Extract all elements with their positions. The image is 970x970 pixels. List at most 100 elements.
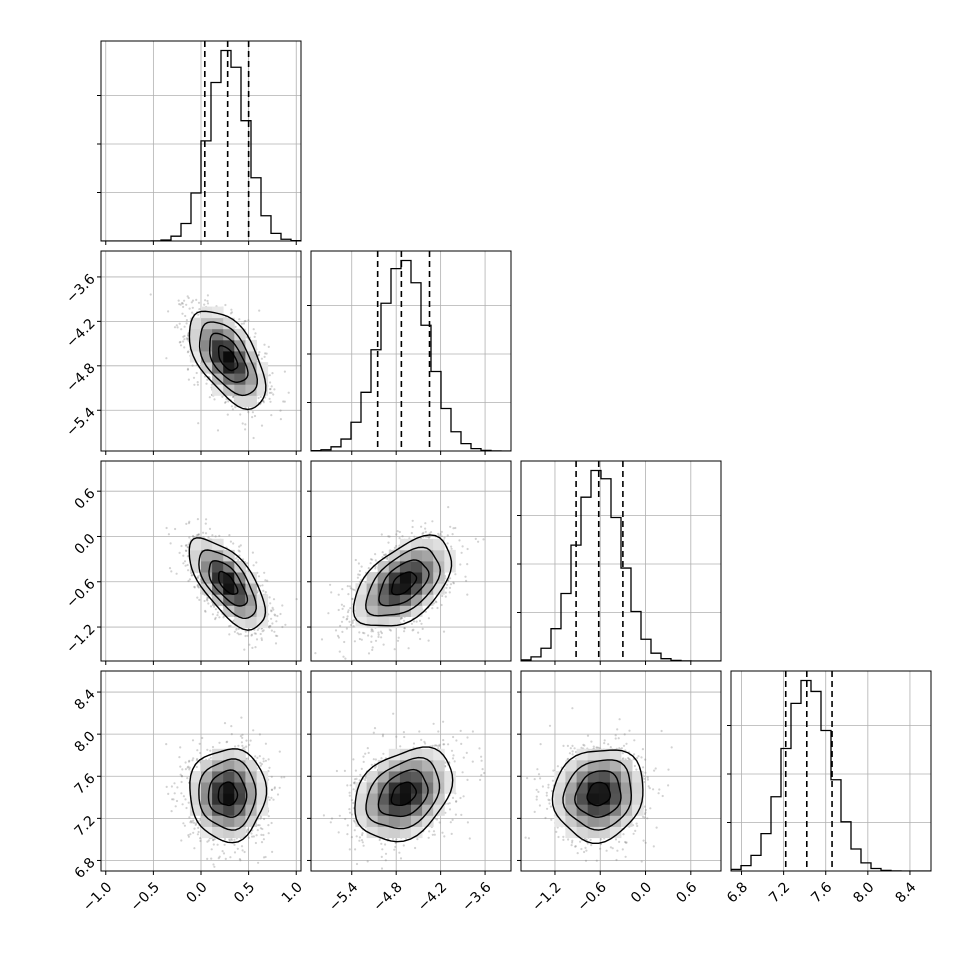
scatter-point <box>387 535 390 538</box>
scatter-point <box>411 525 414 529</box>
scatter-point <box>346 617 349 620</box>
scatter-point <box>270 610 273 613</box>
scatter-point <box>197 301 201 304</box>
y-tick-label: −3.6 <box>63 271 98 306</box>
scatter-point <box>214 616 217 619</box>
scatter-point <box>260 841 264 844</box>
density-cell <box>388 594 401 606</box>
scatter-point <box>233 630 236 633</box>
y-tick-label: −5.4 <box>63 405 98 440</box>
scatter-point <box>186 337 189 340</box>
density-cell <box>377 594 390 606</box>
scatter-point <box>183 325 186 328</box>
contour-line <box>378 559 430 607</box>
scatter-point <box>427 639 430 642</box>
scatter-point <box>349 607 352 610</box>
scatter-point <box>179 344 183 347</box>
contour-line <box>218 570 239 595</box>
scatter-point <box>186 368 189 371</box>
scatter-point <box>271 850 274 854</box>
density-cell <box>201 306 213 319</box>
scatter-point <box>238 318 241 321</box>
scatter-point <box>466 593 469 596</box>
scatter-point <box>430 531 433 534</box>
density-cell <box>433 561 445 573</box>
density-cell <box>223 328 235 341</box>
scatter-point <box>466 547 469 551</box>
scatter-point <box>196 583 199 587</box>
scatter-point <box>349 623 352 627</box>
scatter-point <box>367 634 370 637</box>
density-cell <box>444 561 456 573</box>
scatter-point <box>444 577 447 580</box>
scatter-point <box>199 818 202 821</box>
scatter-point <box>253 335 256 338</box>
scatter-point <box>284 623 287 626</box>
scatter-point <box>260 424 264 427</box>
scatter-point <box>213 605 216 608</box>
scatter-point <box>264 591 267 594</box>
scatter-point <box>403 630 406 633</box>
scatter-point <box>188 520 191 523</box>
scatter-point <box>195 371 198 375</box>
scatter-point <box>271 606 274 610</box>
scatter-point <box>195 534 198 537</box>
scatter-point <box>348 620 351 623</box>
scatter-point <box>257 354 260 357</box>
scatter-point <box>268 388 272 391</box>
scatter-point <box>393 648 396 651</box>
scatter-point <box>263 343 266 346</box>
scatter-point <box>247 411 250 414</box>
density-cell <box>245 351 257 363</box>
scatter-point <box>243 320 246 323</box>
scatter-point <box>207 536 210 539</box>
scatter-point <box>237 633 241 636</box>
scatter-point <box>234 557 238 560</box>
scatter-point <box>173 326 177 329</box>
scatter-point <box>417 631 420 634</box>
scatter-point <box>363 632 366 635</box>
scatter-point <box>447 506 450 509</box>
scatter-point <box>262 856 266 859</box>
density-cell <box>366 605 379 617</box>
scatter-point <box>199 839 202 843</box>
scatter-point <box>196 584 199 587</box>
contour-line <box>188 310 267 411</box>
scatter-point <box>358 631 361 634</box>
scatter-point <box>183 338 186 341</box>
scatter-point <box>250 634 253 637</box>
scatter-point <box>213 398 216 401</box>
scatter-point <box>224 303 227 307</box>
scatter-point <box>445 586 448 590</box>
scatter-point <box>197 576 200 580</box>
density-cell <box>201 362 213 374</box>
scatter-point <box>234 325 237 328</box>
scatter-point <box>258 309 261 312</box>
scatter-point <box>180 328 183 331</box>
density-cell <box>411 561 423 573</box>
scatter-point <box>203 599 206 603</box>
scatter-point <box>225 398 228 401</box>
density-cell <box>256 362 269 374</box>
scatter-point <box>231 408 234 411</box>
density-cell <box>433 538 445 551</box>
scatter-point <box>187 835 190 838</box>
scatter-point <box>437 532 440 535</box>
scatter-point <box>243 850 246 854</box>
scatter-point <box>434 600 437 603</box>
scatter-point <box>339 624 342 628</box>
scatter-point <box>341 630 344 634</box>
scatter-point <box>342 616 345 619</box>
scatter-point <box>224 401 227 404</box>
density-cell <box>245 572 257 584</box>
scatter-point <box>184 549 188 552</box>
scatter-point <box>374 567 377 570</box>
scatter-point <box>196 833 199 836</box>
scatter-point <box>186 555 189 558</box>
scatter-panel-3-0: −1.0 −0.5 0.0 0.5 1.06.87.27.68.08.4 <box>72 670 306 915</box>
density-cell <box>189 317 202 330</box>
density-cell <box>245 339 257 352</box>
scatter-point <box>191 535 195 538</box>
scatter-point <box>361 631 365 634</box>
